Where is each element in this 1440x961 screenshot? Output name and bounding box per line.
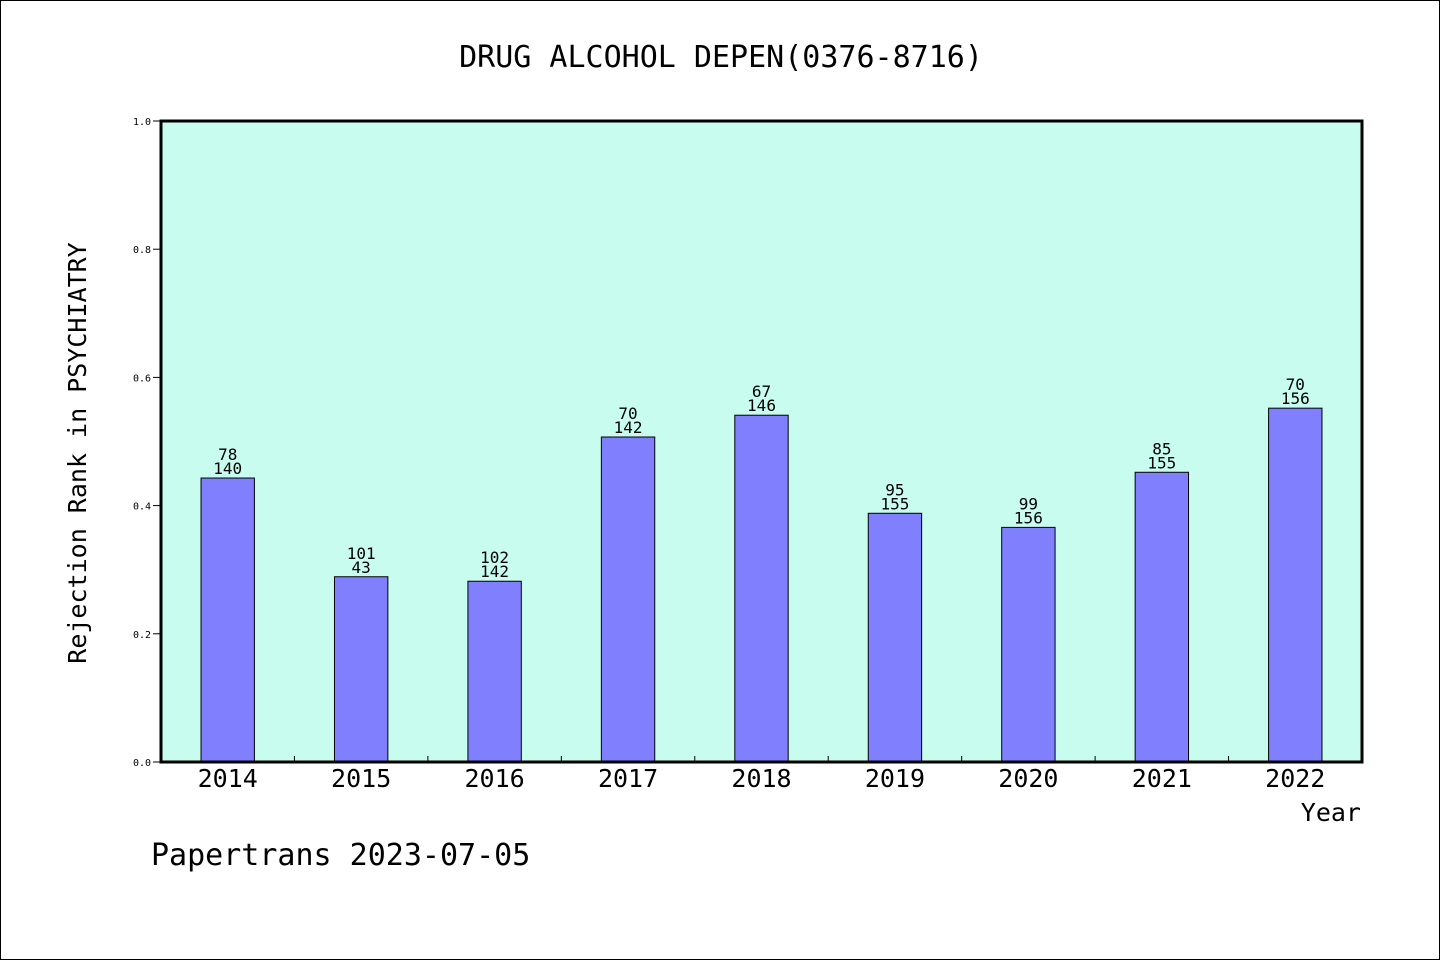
bar: [467, 580, 522, 763]
x-tick-label: 2020: [998, 764, 1058, 793]
footer-text: Papertrans 2023-07-05: [151, 838, 530, 873]
x-tick-label: 2019: [865, 764, 925, 793]
plot-border: [159, 119, 1364, 764]
bar: [734, 414, 789, 763]
bar-label-top: 102: [480, 548, 509, 567]
y-axis-ticks: 0.0 0.2 0.4 0.6 0.8 1.0: [133, 117, 161, 769]
y-tick-label: 0.0: [133, 758, 151, 769]
y-tick-label: 0.6: [133, 373, 151, 384]
y-tick-label: 0.2: [133, 630, 151, 641]
x-tick-label: 2018: [731, 764, 791, 793]
bar-label-top: 99: [1019, 494, 1038, 513]
y-axis-label: Rejection Rank in PSYCHIATRY: [63, 242, 92, 663]
bar: [600, 436, 656, 763]
x-tick-label: 2021: [1132, 764, 1192, 793]
bar: [1268, 407, 1323, 763]
y-tick-label: 1.0: [133, 117, 151, 128]
x-tick-label: 2016: [465, 764, 525, 793]
bar-label-bottom: 156: [1014, 508, 1043, 527]
x-axis-ticks: 2014 2015 2016 2017 2018 2019 2020 2021 2022: [198, 756, 1325, 793]
bar-label-top: 85: [1152, 439, 1171, 458]
bar: [1134, 471, 1190, 763]
bar-label-top: 101: [347, 544, 376, 563]
bar-label-bottom: 155: [1147, 453, 1176, 472]
bar: [200, 477, 255, 763]
bar-label-top: 70: [618, 404, 637, 423]
x-tick-label: 2017: [598, 764, 658, 793]
bar-label-bottom: 140: [213, 459, 242, 478]
bar-label-top: 67: [752, 382, 771, 401]
y-tick-label: 0.8: [133, 245, 151, 256]
chart-title: DRUG ALCOHOL DEPEN(0376-8716): [459, 40, 983, 75]
bar-label-bottom: 142: [480, 562, 509, 581]
bar: [1001, 526, 1056, 763]
bar-label-top: 78: [218, 445, 237, 464]
bar-label-bottom: 155: [880, 494, 909, 513]
bar-label-top: 95: [885, 480, 904, 499]
x-axis-label: Year: [1301, 798, 1361, 827]
bar: [867, 512, 923, 763]
bar-label-bottom: 156: [1281, 389, 1310, 408]
y-tick-label: 0.4: [133, 502, 151, 513]
x-tick-label: 2015: [331, 764, 391, 793]
x-tick-label: 2022: [1265, 764, 1325, 793]
x-tick-label: 2014: [198, 764, 258, 793]
bar-label-bottom: 142: [614, 418, 643, 437]
bar-label-bottom: 146: [747, 396, 776, 415]
bar-label-bottom: 43: [352, 558, 371, 577]
bar-label-top: 70: [1286, 375, 1305, 394]
bar: [333, 576, 389, 763]
